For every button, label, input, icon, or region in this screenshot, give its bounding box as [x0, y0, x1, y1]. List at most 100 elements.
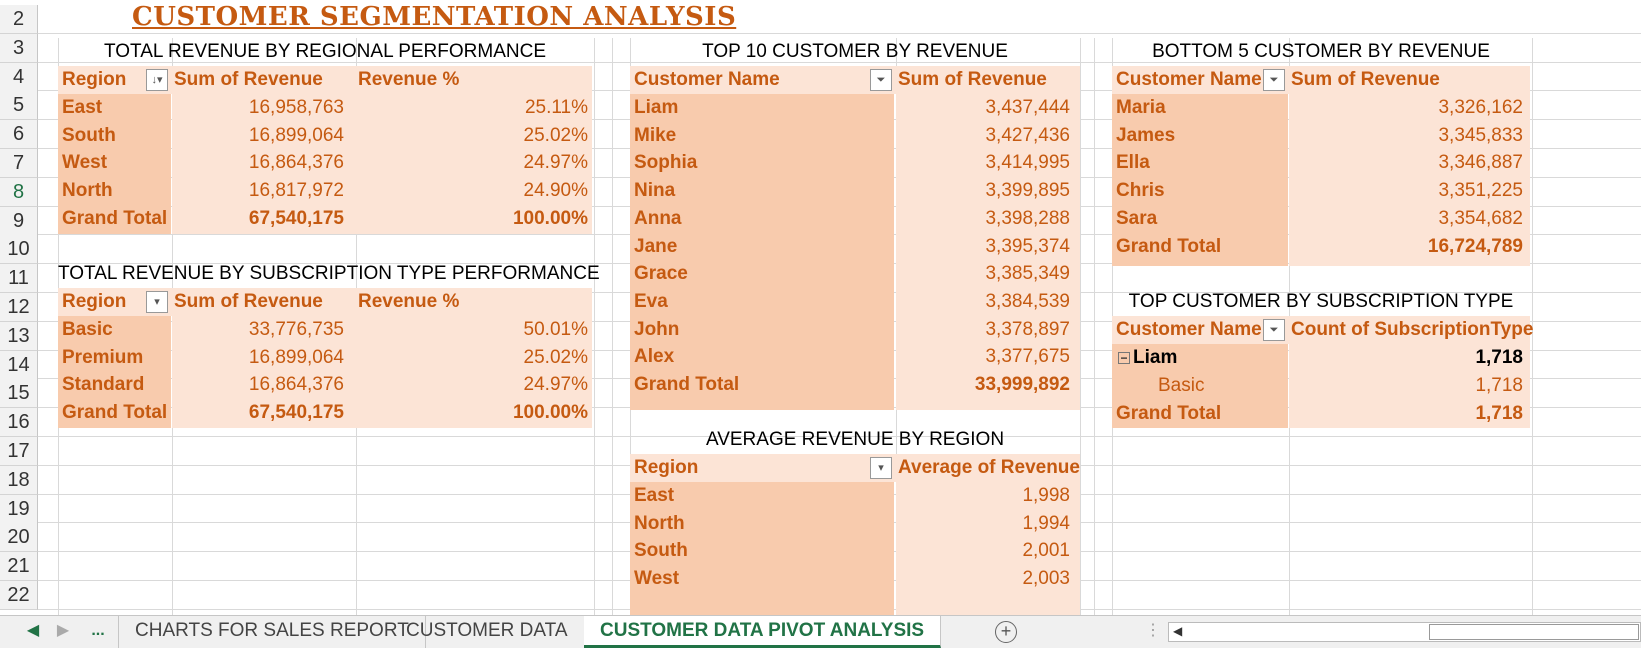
dropdown-icon[interactable]: ▾: [870, 457, 892, 479]
top10-cell: Alex: [634, 346, 675, 367]
regional-total-cell: 67,540,175: [248, 208, 344, 229]
sheet-title: CUSTOMER SEGMENTATION ANALYSIS: [132, 2, 737, 32]
avg_region-cell: 2,001: [1022, 540, 1070, 561]
grid-col-line: [612, 38, 613, 615]
row-header[interactable]: 11: [0, 264, 38, 293]
tab-splitter-icon[interactable]: ⋮: [1145, 622, 1161, 639]
topsub-child-count: 1,718: [1475, 375, 1523, 396]
scroll-left-icon[interactable]: ◀: [1173, 624, 1183, 638]
top10-pivot-title: TOP 10 CUSTOMER BY REVENUE: [702, 41, 1008, 62]
avg_region-cell: West: [634, 568, 680, 589]
topsub-parent-row[interactable]: − Liam: [1118, 344, 1177, 372]
row-header[interactable]: 7: [0, 149, 38, 178]
top10-cell: Eva: [634, 291, 668, 312]
row-header[interactable]: 4: [0, 63, 38, 92]
subscription-total-cell: Grand Total: [62, 402, 168, 423]
topsub-total-label: Grand Total: [1116, 403, 1222, 424]
grid-row-line: [38, 62, 1641, 63]
cell-fill: [172, 94, 592, 234]
cell-fill: [1289, 94, 1530, 266]
grid-col-line: [1532, 38, 1533, 615]
regional-cell: 25.02%: [523, 125, 588, 146]
avg_region-cell: East: [634, 485, 675, 506]
grid-row-line: [38, 436, 1641, 437]
subscription-cell: 24.97%: [523, 374, 588, 395]
regional-header-revenue: Sum of Revenue: [174, 69, 323, 90]
regional-cell: 16,864,376: [248, 152, 344, 173]
regional-total-cell: 100.00%: [512, 208, 588, 229]
dropdown-icon[interactable]: ▾: [146, 291, 168, 313]
regional-header-percent: Revenue %: [358, 69, 460, 90]
cell-fill: [1112, 344, 1288, 428]
row-header[interactable]: 20: [0, 523, 38, 552]
row-header[interactable]: 9: [0, 207, 38, 236]
row-header[interactable]: 8: [0, 178, 38, 207]
regional-cell: West: [62, 152, 108, 173]
horizontal-scrollbar[interactable]: ◀: [1168, 622, 1641, 642]
worksheet-grid[interactable]: 2 3 4 5 6 7 8 9 10 11 12 13 14 15 16 17 18 19 20 21 22 CUSTO…: [0, 0, 1641, 615]
tab-charts-for-sales-report[interactable]: CHARTS FOR SALES REPORT: [118, 616, 426, 648]
cell-fill: [172, 316, 592, 428]
top10-cell: Anna: [634, 208, 682, 229]
cell-fill: [58, 316, 171, 428]
regional-cell: South: [62, 125, 116, 146]
scroll-thumb[interactable]: [1429, 624, 1639, 640]
top10-cell: Sophia: [634, 152, 698, 173]
sort-descending-icon[interactable]: ↓▾: [146, 69, 168, 91]
bottom5-total-cell: 16,724,789: [1427, 236, 1523, 257]
cell-fill: [1289, 344, 1530, 428]
bottom5-cell: 3,326,162: [1438, 97, 1523, 118]
top10-header-name: Customer Name: [634, 69, 780, 90]
row-header[interactable]: 10: [0, 235, 38, 264]
collapse-icon[interactable]: −: [1118, 351, 1130, 364]
row-header[interactable]: 22: [0, 581, 38, 610]
row-header[interactable]: 12: [0, 293, 38, 322]
regional-cell: East: [62, 97, 103, 118]
subscription-cell: 50.01%: [523, 319, 588, 340]
row-header[interactable]: 2: [0, 5, 38, 34]
tab-customer-data-pivot-analysis[interactable]: CUSTOMER DATA PIVOT ANALYSIS: [584, 616, 942, 648]
sheet-tab-bar: ◀ ▶ ... CHARTS FOR SALES REPORT CUSTOMER…: [0, 615, 1641, 648]
avg-header-revenue: Average of Revenue: [898, 457, 1080, 478]
cell-fill: [58, 66, 592, 94]
avg-header-region: Region: [634, 457, 699, 478]
subscription-pivot-title: TOTAL REVENUE BY SUBSCRIPTION TYPE PERFO…: [58, 263, 600, 284]
cell-fill: [630, 66, 1080, 94]
row-header[interactable]: 14: [0, 351, 38, 380]
bottom5-cell: Sara: [1116, 208, 1158, 229]
cell-fill: [630, 94, 894, 410]
bottom5-cell: 3,346,887: [1438, 152, 1523, 173]
topsub-parent-count: 1,718: [1475, 347, 1523, 368]
row-header[interactable]: 16: [0, 408, 38, 437]
topsub-pivot-title: TOP CUSTOMER BY SUBSCRIPTION TYPE: [1128, 291, 1514, 312]
add-sheet-icon[interactable]: +: [995, 621, 1017, 643]
cell-fill: [58, 94, 171, 234]
row-header[interactable]: 13: [0, 322, 38, 351]
prev-sheet-icon[interactable]: ◀: [26, 622, 40, 639]
top10-total-cell: 33,999,892: [974, 374, 1070, 395]
bottom5-pivot-title: BOTTOM 5 CUSTOMER BY REVENUE: [1152, 41, 1490, 62]
filter-icon[interactable]: ⏷: [1263, 69, 1285, 91]
grid-row-line: [38, 33, 1641, 34]
filter-icon[interactable]: ⏷: [1263, 319, 1285, 341]
row-header[interactable]: 18: [0, 466, 38, 495]
top10-cell: 3,385,349: [985, 263, 1070, 284]
avg-region-pivot-title: AVERAGE REVENUE BY REGION: [705, 429, 1005, 450]
filter-icon[interactable]: ⏷: [870, 69, 892, 91]
row-header[interactable]: 19: [0, 495, 38, 524]
tab-customer-data[interactable]: CUSTOMER DATA: [390, 616, 585, 648]
row-header[interactable]: 15: [0, 379, 38, 408]
subscription-cell: 16,864,376: [248, 374, 344, 395]
more-sheets-button[interactable]: ...: [91, 622, 105, 639]
row-header[interactable]: 21: [0, 552, 38, 581]
subscription-cell: 25.02%: [523, 347, 588, 368]
grid-col-line: [594, 38, 595, 615]
next-sheet-icon[interactable]: ▶: [56, 622, 70, 639]
subscription-header-revenue: Sum of Revenue: [174, 291, 323, 312]
top10-cell: 3,378,897: [985, 319, 1070, 340]
subscription-cell: 33,776,735: [248, 319, 344, 340]
row-header[interactable]: 5: [0, 91, 38, 120]
row-header[interactable]: 3: [0, 34, 38, 63]
row-header[interactable]: 17: [0, 437, 38, 466]
row-header[interactable]: 6: [0, 120, 38, 149]
